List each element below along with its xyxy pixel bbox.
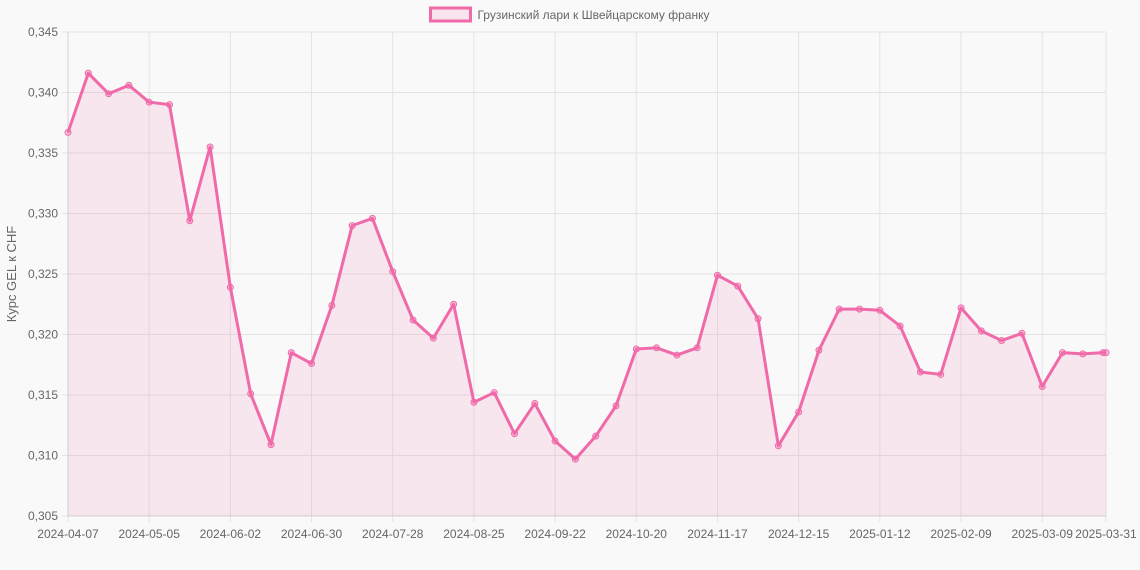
data-point (389, 268, 397, 276)
data-point (998, 337, 1006, 345)
legend-label: Грузинский лари к Швейцарскому франку (477, 8, 709, 22)
data-point (226, 283, 234, 291)
data-point (653, 344, 661, 352)
data-point (511, 430, 519, 438)
data-point (693, 344, 701, 352)
data-point (876, 306, 884, 314)
series-area-fill (68, 73, 1106, 516)
data-point (368, 214, 376, 222)
data-point (937, 370, 945, 378)
data-point (916, 368, 924, 376)
data-point (450, 300, 458, 308)
y-tick-label: 0,315 (28, 388, 58, 402)
legend: Грузинский лари к Швейцарскому франку (428, 6, 710, 23)
data-point (612, 402, 620, 410)
y-tick-label: 0,310 (28, 449, 58, 463)
y-tick-label: 0,320 (28, 328, 58, 342)
data-point (1102, 349, 1110, 357)
data-point (795, 408, 803, 416)
y-tick-label: 0,345 (28, 25, 58, 39)
data-point (896, 322, 904, 330)
data-point (206, 143, 214, 151)
x-tick-label: 2025-01-12 (849, 527, 911, 541)
y-tick-label: 0,330 (28, 207, 58, 221)
data-point (815, 346, 823, 354)
data-point (328, 301, 336, 309)
x-tick-label: 2024-04-07 (37, 527, 99, 541)
data-point (287, 349, 295, 357)
y-tick-label: 0,325 (28, 267, 58, 281)
x-tick-label: 2024-08-25 (443, 527, 505, 541)
data-point (835, 305, 843, 313)
data-point (551, 437, 559, 445)
data-point (267, 441, 275, 449)
data-point (105, 90, 113, 98)
x-tick-label: 2024-05-05 (118, 527, 180, 541)
data-point (571, 455, 579, 463)
data-point (429, 334, 437, 342)
data-point (734, 282, 742, 290)
x-tick-label: 2025-02-09 (930, 527, 992, 541)
data-point (348, 222, 356, 230)
data-point (409, 316, 417, 324)
data-point (856, 305, 864, 313)
x-tick-label: 2024-12-15 (768, 527, 830, 541)
data-point (64, 128, 72, 136)
y-tick-label: 0,305 (28, 509, 58, 523)
data-point (308, 360, 316, 368)
data-point (1018, 329, 1026, 337)
series-line (66, 71, 1106, 461)
data-point (165, 101, 173, 109)
data-point (632, 345, 640, 353)
data-point (754, 315, 762, 323)
x-tick-label: 2024-09-22 (524, 527, 586, 541)
x-tick-label: 2024-06-30 (281, 527, 343, 541)
data-point (490, 389, 498, 397)
x-tick-label: 2024-10-20 (606, 527, 668, 541)
data-point (470, 398, 478, 406)
data-point (186, 217, 194, 225)
data-point (247, 390, 255, 398)
x-tick-label: 2024-11-17 (687, 527, 748, 541)
x-tick-label: 2024-07-28 (362, 527, 424, 541)
y-tick-label: 0,340 (28, 86, 58, 100)
x-tick-label: 2025-03-31 (1075, 527, 1137, 541)
data-point (1059, 349, 1067, 357)
x-tick-label: 2024-06-02 (200, 527, 262, 541)
legend-swatch (428, 6, 472, 23)
data-point (673, 351, 681, 359)
data-point (145, 98, 153, 106)
y-tick-label: 0,335 (28, 146, 58, 160)
data-point (1038, 383, 1046, 391)
data-point (957, 304, 965, 312)
x-tick-label: 2025-03-09 (1012, 527, 1074, 541)
data-point (84, 69, 92, 77)
data-point (1079, 350, 1087, 358)
y-axis-title: Курс GEL к CHF (4, 226, 19, 322)
data-point (774, 442, 782, 450)
data-point (977, 327, 985, 335)
data-point (713, 271, 721, 279)
data-point (125, 81, 133, 89)
data-point (592, 432, 600, 440)
data-point (531, 399, 539, 407)
